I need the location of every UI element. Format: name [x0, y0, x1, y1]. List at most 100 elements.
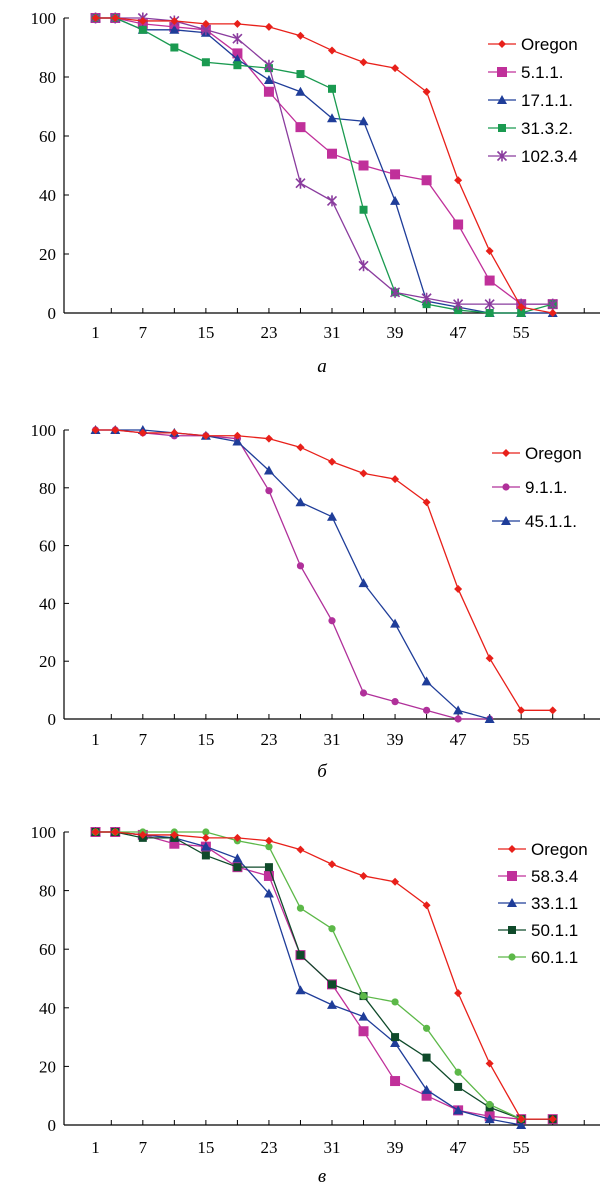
- x-tick-label: 39: [387, 323, 404, 342]
- legend-marker: [496, 150, 508, 162]
- data-point: [201, 431, 210, 440]
- data-point: [265, 843, 273, 851]
- data-point: [296, 70, 305, 79]
- series-Oregon: [91, 426, 557, 715]
- data-point: [201, 851, 210, 860]
- legend-item: Oregon: [488, 35, 578, 54]
- axes: 0 20 40 60 80 100 1 7 15 23 31 39 47 55: [31, 421, 600, 749]
- series-5.1.1.: [90, 13, 558, 310]
- data-point: [484, 298, 495, 310]
- data-point: [359, 58, 368, 67]
- series-line: [95, 17, 553, 314]
- data-point: [485, 654, 494, 663]
- data-point: [232, 48, 243, 59]
- data-point: [201, 833, 210, 842]
- x-tick-label: 31: [324, 1138, 341, 1157]
- axes: 0 20 40 60 80 100 1 7 15 23 31 39 47 55: [31, 9, 600, 342]
- series-102.3.4: [90, 12, 558, 310]
- data-point: [91, 14, 100, 22]
- data-point: [453, 705, 464, 715]
- data-point: [422, 300, 431, 309]
- legend-marker: [508, 926, 516, 934]
- data-point: [296, 904, 305, 912]
- x-tick-label: 15: [197, 730, 214, 749]
- legend-label: Oregon: [531, 840, 588, 859]
- data-point: [263, 888, 274, 898]
- legend-label: 31.3.2.: [521, 119, 573, 138]
- x-tick-label: 23: [260, 730, 277, 749]
- data-point: [296, 562, 305, 570]
- x-tick-label: 1: [91, 1138, 100, 1157]
- data-point: [391, 475, 400, 484]
- data-point: [295, 86, 306, 96]
- legend-label: 5.1.1.: [521, 63, 564, 82]
- legend-label: 58.3.4: [531, 867, 578, 886]
- data-point: [263, 74, 274, 84]
- x-tick-label: 7: [139, 323, 148, 342]
- y-tick-label: 40: [39, 999, 56, 1018]
- data-point: [232, 436, 243, 446]
- data-point: [327, 511, 337, 521]
- data-point: [170, 428, 179, 437]
- data-point: [517, 303, 526, 312]
- data-point: [263, 870, 274, 881]
- y-tick-label: 0: [48, 710, 57, 729]
- data-point: [264, 863, 273, 872]
- x-tick-label: 23: [260, 323, 277, 342]
- legend-marker: [507, 898, 517, 907]
- data-point: [296, 31, 305, 40]
- data-point: [422, 1024, 431, 1032]
- data-point: [328, 84, 336, 93]
- data-point: [326, 195, 338, 207]
- data-point: [358, 160, 369, 171]
- data-point: [422, 706, 431, 714]
- series-45.1.1.: [90, 425, 495, 723]
- data-point: [328, 457, 336, 466]
- data-point: [170, 16, 179, 25]
- legend-marker: [508, 845, 516, 853]
- data-point: [391, 64, 400, 73]
- data-point: [359, 992, 368, 1000]
- data-point: [91, 828, 100, 836]
- legend-marker: [498, 124, 506, 132]
- data-point: [138, 25, 147, 34]
- data-point: [390, 1076, 401, 1087]
- data-point: [421, 676, 432, 686]
- data-point: [138, 428, 147, 437]
- series-50.1.1: [91, 828, 557, 1124]
- data-point: [263, 465, 274, 475]
- data-point: [422, 498, 431, 507]
- data-point: [359, 689, 368, 697]
- series-line: [95, 831, 553, 1120]
- data-point: [359, 469, 368, 478]
- data-point: [390, 195, 401, 205]
- series-line: [95, 831, 522, 1120]
- x-tick-label: 47: [450, 323, 468, 342]
- data-point: [328, 860, 336, 869]
- data-point: [111, 828, 120, 836]
- data-point: [391, 1033, 400, 1042]
- x-tick-label: 15: [197, 323, 214, 342]
- chart-panel-a: 0 20 40 60 80 100 1 7 15 23 31 39 47 55 а Oregon 5.1.1. 1…: [31, 9, 600, 377]
- data-point: [485, 247, 494, 256]
- x-tick-label: 23: [260, 1138, 277, 1157]
- legend-marker: [502, 449, 510, 457]
- x-tick-label: 47: [450, 1138, 468, 1157]
- data-point: [170, 830, 179, 839]
- y-tick-label: 20: [39, 652, 56, 671]
- data-point: [358, 578, 369, 588]
- y-tick-label: 40: [39, 186, 56, 205]
- y-tick-label: 80: [39, 882, 56, 901]
- x-tick-label: 55: [513, 1138, 530, 1157]
- series-line: [95, 831, 553, 1120]
- series-9.1.1.: [91, 426, 494, 723]
- data-point: [359, 871, 368, 880]
- data-point: [295, 497, 306, 507]
- x-tick-label: 55: [513, 730, 530, 749]
- data-point: [327, 148, 337, 159]
- y-tick-label: 100: [31, 9, 57, 28]
- y-tick-label: 80: [39, 479, 56, 498]
- legend-label: 45.1.1.: [525, 512, 577, 531]
- legend-item: 9.1.1.: [492, 478, 568, 497]
